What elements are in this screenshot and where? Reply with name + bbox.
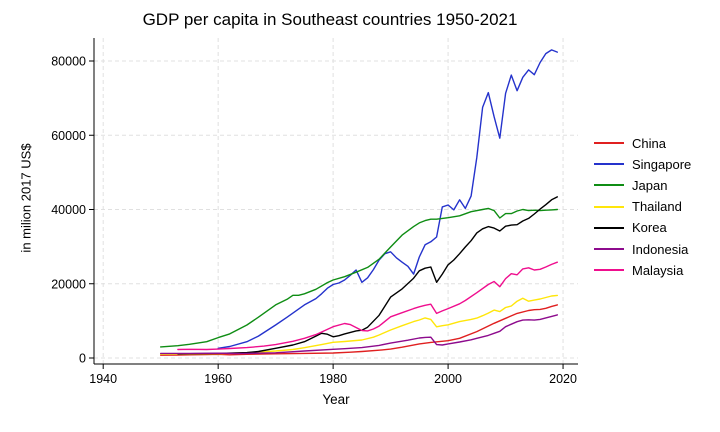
series-line-indonesia <box>159 314 558 355</box>
legend-swatch-thailand <box>594 205 624 208</box>
legend-swatch-korea <box>594 226 624 229</box>
legend-label: Indonesia <box>632 241 689 257</box>
legend-label: Singapore <box>632 156 692 172</box>
y-tick-label: 20000 <box>51 277 86 291</box>
legend-item-china: China <box>594 135 666 151</box>
legend-item-japan: Japan <box>594 177 668 193</box>
legend-item-malaysia: Malaysia <box>594 262 684 278</box>
legend-item-korea: Korea <box>594 220 667 236</box>
series-line-china <box>159 304 558 356</box>
x-tick-label: 2000 <box>434 372 462 386</box>
series-line-malaysia <box>177 261 558 351</box>
chart-title: GDP per capita in Southeast countries 19… <box>142 10 518 29</box>
y-tick-label: 40000 <box>51 203 86 217</box>
y-tick-label: 80000 <box>51 55 86 69</box>
series-line-japan <box>159 207 558 348</box>
legend-swatch-singapore <box>594 163 624 166</box>
x-tick-label: 1960 <box>204 372 232 386</box>
x-tick-label: 1980 <box>319 372 347 386</box>
legend-swatch-japan <box>594 184 624 187</box>
legend-item-thailand: Thailand <box>594 199 682 215</box>
series-line-korea <box>177 196 558 355</box>
legend-label: Korea <box>632 220 667 236</box>
y-tick-label: 60000 <box>51 129 86 143</box>
legend-label: Thailand <box>632 199 682 215</box>
legend-swatch-malaysia <box>594 269 624 272</box>
legend-item-singapore: Singapore <box>594 156 692 172</box>
series-line-thailand <box>159 294 558 355</box>
x-tick-label: 1940 <box>89 372 117 386</box>
x-axis-title: Year <box>322 392 350 407</box>
legend-label: China <box>632 135 666 151</box>
legend-label: Malaysia <box>632 262 684 278</box>
x-tick-label: 2020 <box>549 372 577 386</box>
legend-label: Japan <box>632 177 668 193</box>
y-tick-label: 0 <box>79 352 86 366</box>
legend-swatch-china <box>594 142 624 144</box>
legend-item-indonesia: Indonesia <box>594 241 689 257</box>
series-line-singapore <box>217 49 558 349</box>
legend-swatch-indonesia <box>594 248 624 250</box>
